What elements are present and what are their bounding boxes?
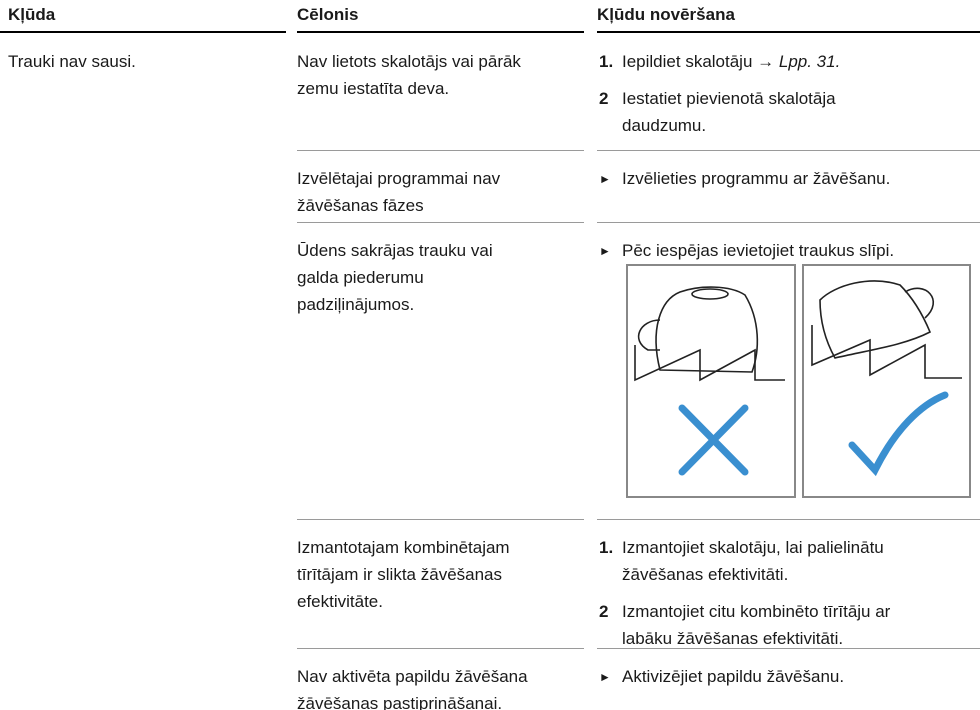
column-header: Kļūda [8, 5, 56, 24]
remedy-text: žāvēšanas efektivitāti. [622, 565, 789, 584]
remedy-marker: ► [599, 244, 611, 258]
row-rule [597, 150, 980, 151]
remedy-text: daudzumu. [622, 116, 707, 135]
cause-text: padziļinājumos. [297, 295, 415, 314]
page-reference: Lpp. 31. [774, 52, 841, 71]
cause-text: galda piederumu [297, 268, 424, 287]
fault: Trauki nav sausi. [8, 52, 136, 71]
remedy-text: Aktivizējiet papildu žāvēšanu. [622, 667, 845, 686]
cause-text: žāvēšanas pastiprināšanai. [297, 694, 503, 710]
remedy-marker: ► [599, 172, 611, 186]
header-rule [597, 31, 980, 33]
remedy-marker: ► [599, 670, 611, 684]
remedy-marker: 2 [599, 602, 609, 621]
remedy-text: Izmantojiet skalotāju, lai palielinātu [622, 538, 884, 557]
row-rule [597, 222, 980, 223]
remedy-text: Izmantojiet citu kombinēto tīrītāju ar [622, 602, 891, 621]
column-header: Kļūdu novēršana [597, 5, 735, 24]
cause-text: Nav lietots skalotājs vai pārāk [297, 52, 521, 71]
remedy-text: Izvēlieties programmu ar žāvēšanu. [622, 169, 891, 188]
cause-text: zemu iestatīta deva. [297, 79, 450, 98]
row-rule [297, 648, 584, 649]
cause-text: žāvēšanas fāzes [297, 196, 424, 215]
cause-text: efektivitāte. [297, 592, 383, 611]
remedy-text: Iepildiet skalotāju → Lpp. 31. [622, 52, 841, 71]
remedy-marker: 1. [599, 538, 614, 557]
remedy-marker: 2 [599, 89, 609, 108]
row-rule [297, 150, 584, 151]
row-rule [597, 519, 980, 520]
header-rule [297, 31, 584, 33]
row-rule [597, 648, 980, 649]
column-header: Cēlonis [297, 5, 359, 24]
cause-text: Nav aktivēta papildu žāvēšana [297, 667, 528, 686]
row-rule [297, 222, 584, 223]
row-rule [297, 519, 584, 520]
remedy-text: labāku žāvēšanas efektivitāti. [622, 629, 844, 648]
cause-text: Izvēlētajai programmai nav [297, 169, 501, 188]
remedy-text: Iestatiet pievienotā skalotāja [622, 89, 836, 108]
cause-text: Ūdens sakrājas trauku vai [297, 241, 493, 260]
remedy-text: Pēc iespējas ievietojiet traukus slīpi. [622, 241, 895, 260]
remedy-marker: 1. [599, 52, 614, 71]
cause-text: Izmantotajam kombinētajam [297, 538, 510, 557]
header-rule [0, 31, 286, 33]
cause-text: tīrītājam ir slikta žāvēšanas [297, 565, 503, 584]
